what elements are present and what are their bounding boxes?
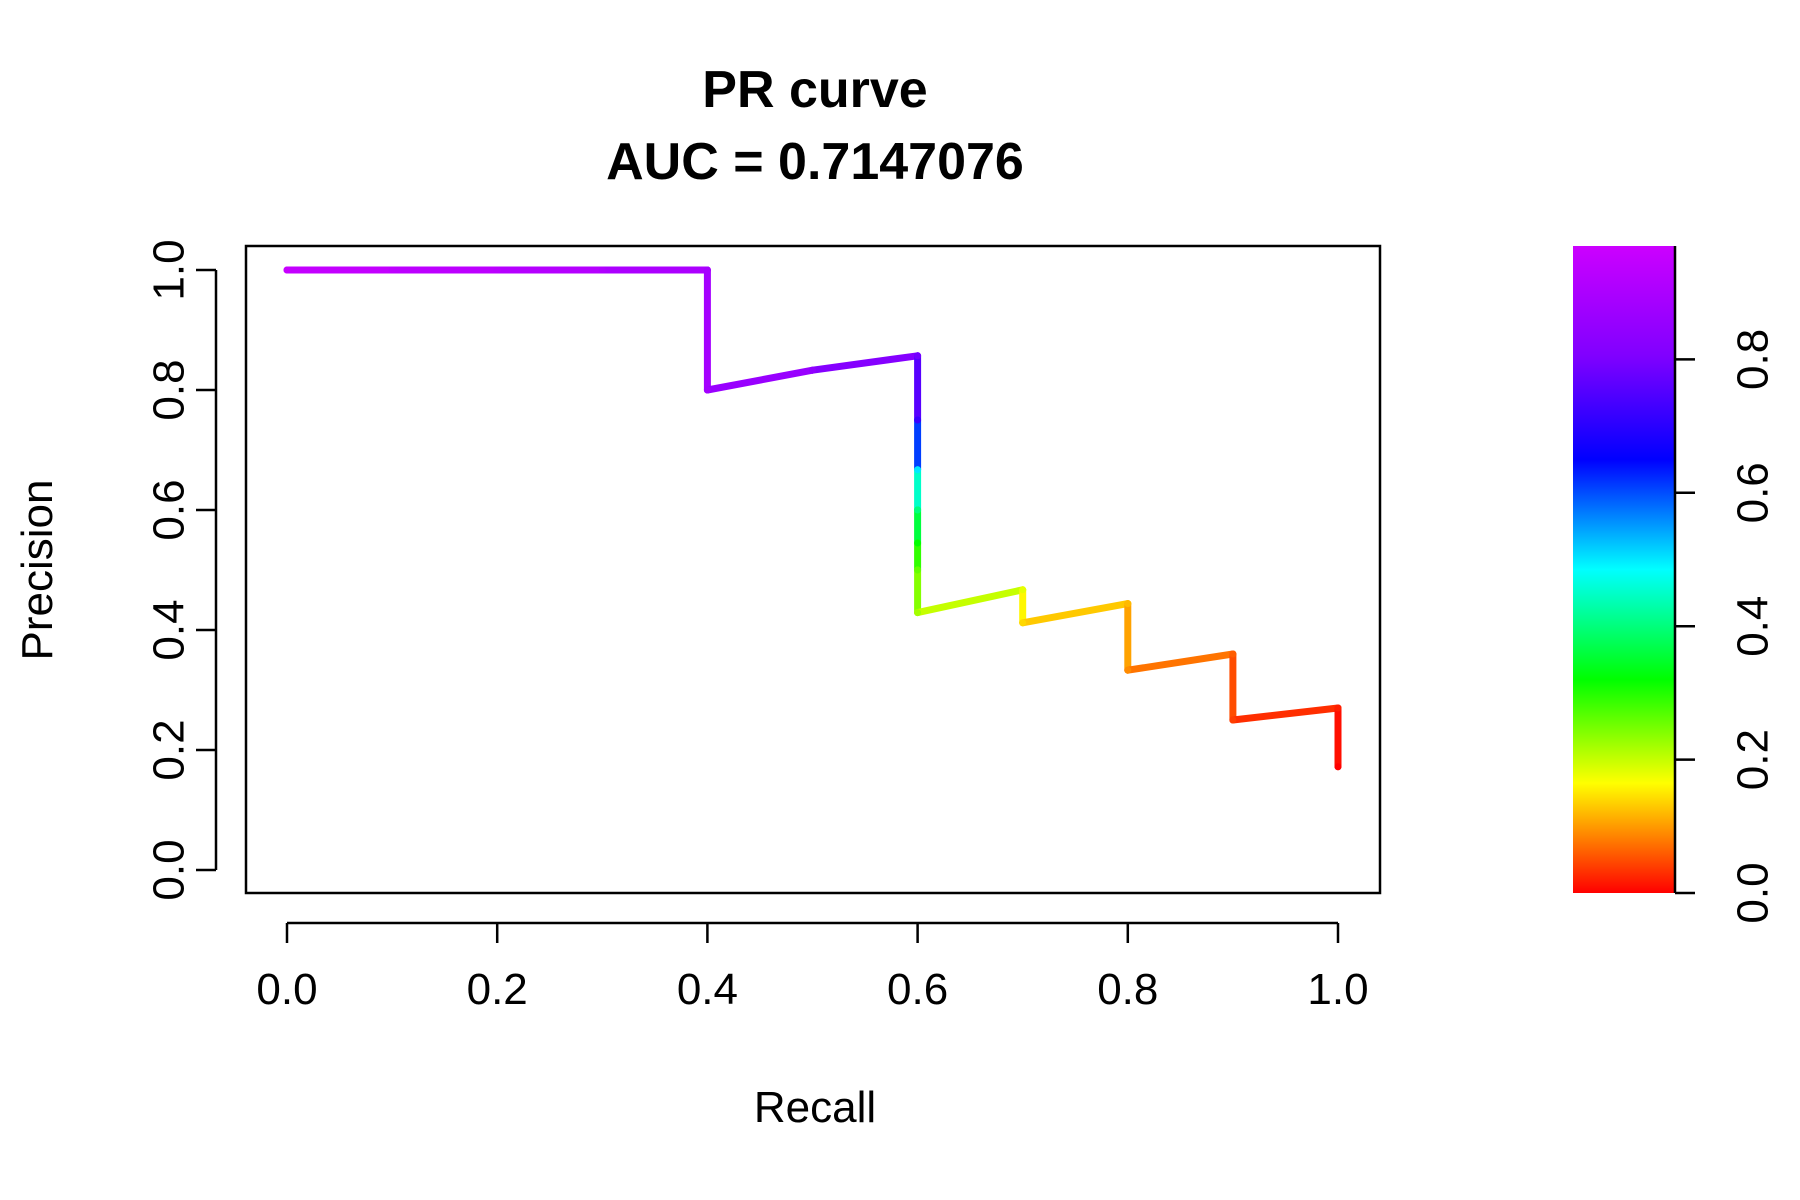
y-tick-label: 0.4 [145, 599, 194, 660]
curve-point [703, 266, 711, 274]
curve-point [703, 386, 711, 394]
curve-point [914, 466, 922, 474]
curve-segment [914, 586, 1027, 617]
curve-point [914, 539, 922, 547]
curve-point [388, 266, 396, 274]
x-tick-label: 0.6 [887, 965, 948, 1014]
curve-point [809, 366, 816, 374]
colorbar-axis: 0.0 0.2 0.4 0.6 0.8 [1675, 329, 1778, 924]
colorbar-tick-label: 0.2 [1729, 729, 1778, 790]
x-axis-label: Recall [754, 1083, 876, 1132]
curve-point [1334, 763, 1342, 771]
colorbar-tick-label: 0.4 [1729, 596, 1778, 657]
colorbar [1573, 246, 1675, 893]
curve-point [914, 352, 922, 360]
y-axis-label: Precision [13, 480, 62, 661]
curve-point [1229, 716, 1237, 724]
curve-point [598, 266, 606, 274]
x-tick-label: 0.2 [467, 965, 528, 1014]
y-axis: 0.0 0.2 0.4 0.6 0.8 1.0 [145, 239, 218, 901]
curve-point [1019, 586, 1027, 594]
curve-point [1124, 666, 1132, 674]
x-tick-label: 0.8 [1097, 965, 1158, 1014]
curve-point [283, 266, 291, 274]
y-tick-label: 0.2 [145, 719, 194, 780]
colorbar-tick-label: 0.0 [1729, 862, 1778, 923]
curve-point [1019, 619, 1027, 627]
x-axis: 0.0 0.2 0.4 0.6 0.8 1.0 [256, 921, 1369, 1014]
y-tick-label: 0.6 [145, 479, 194, 540]
curve-point [1334, 704, 1342, 712]
y-tick-label: 0.8 [145, 359, 194, 420]
curve-point [914, 506, 922, 514]
curve-segment [809, 352, 922, 374]
y-tick-label: 1.0 [145, 239, 194, 300]
curve-segment [1229, 704, 1342, 724]
curve-segment [1019, 600, 1132, 627]
pr-curve [283, 266, 1342, 771]
colorbar-tick-label: 0.6 [1729, 462, 1778, 523]
y-tick-label: 0.0 [145, 839, 194, 900]
curve-point [1229, 650, 1237, 658]
curve-segment [703, 366, 816, 394]
curve-segment [1124, 650, 1237, 674]
curve-point [493, 266, 501, 274]
chart-title: PR curve [702, 61, 927, 119]
curve-point [1124, 600, 1132, 608]
x-tick-label: 0.4 [677, 965, 738, 1014]
plot-frame [244, 244, 1382, 895]
curve-point [914, 566, 922, 574]
curve-point [914, 416, 922, 424]
curve-point [914, 609, 922, 617]
chart-subtitle: AUC = 0.7147076 [606, 133, 1024, 191]
colorbar-tick-label: 0.8 [1729, 329, 1778, 390]
x-tick-label: 1.0 [1307, 965, 1368, 1014]
x-tick-label: 0.0 [256, 965, 317, 1014]
